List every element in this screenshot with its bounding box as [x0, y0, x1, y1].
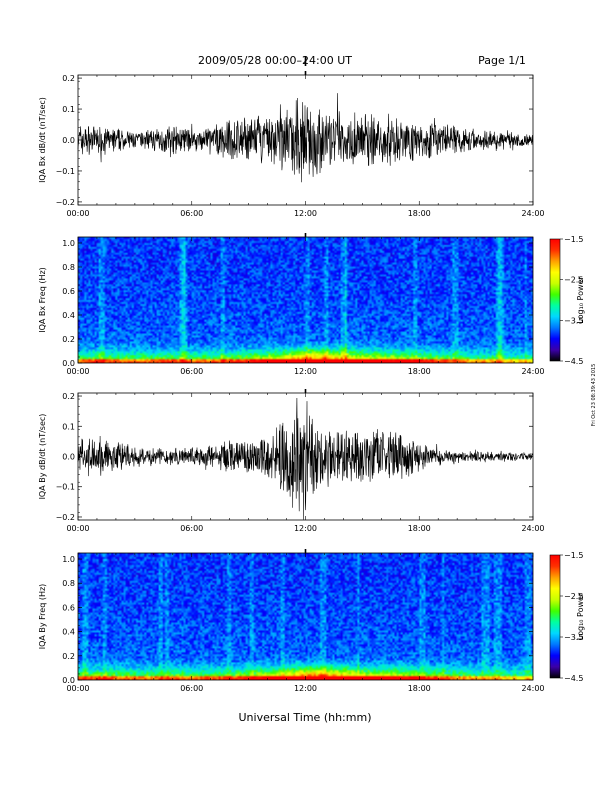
y-tick-label: 0.4 — [62, 628, 75, 637]
panel-stack: −0.2 −0.1 0.0 0.1 0.2 00:00 06:00 12:00 18:00 24:… — [38, 56, 585, 693]
y-tick-label: 0.0 — [62, 676, 75, 685]
x-tick-label: 18:00 — [408, 209, 431, 218]
y-tick-label: 0.6 — [62, 287, 75, 296]
page-number: Page 1/1 — [478, 54, 526, 67]
y-tick-label: −0.2 — [56, 513, 75, 522]
spectrogram-image — [78, 553, 533, 680]
y-tick-label: 0.4 — [62, 311, 75, 320]
y-axis-title: IQA By Freq (Hz) — [38, 584, 47, 650]
colorbar-tick-label: −1.5 — [564, 551, 583, 560]
x-tick-label: 06:00 — [180, 209, 203, 218]
colorbar-tick-label: −2.5 — [564, 276, 583, 285]
colorbar-tick-label: −3.5 — [564, 316, 583, 325]
x-tick-label: 24:00 — [521, 684, 544, 693]
y-tick-label: −0.2 — [56, 198, 75, 207]
spectrogram-image — [78, 237, 533, 363]
colorbar-tick-label: −1.5 — [564, 235, 583, 244]
x-tick-label: 12:00 — [294, 524, 317, 533]
x-tick-label: 00:00 — [66, 524, 89, 533]
colorbar-label: Log₁₀ Power — [576, 592, 585, 640]
y-tick-label: 1.0 — [62, 239, 75, 248]
panel-1: −0.2 −0.1 0.0 0.1 0.2 00:00 06:00 12:00 18:00 24:… — [38, 74, 545, 218]
x-tick-label: 24:00 — [521, 524, 544, 533]
x-tick-label: 06:00 — [180, 524, 203, 533]
y-tick-label: −0.1 — [56, 483, 75, 492]
x-tick-label: 00:00 — [66, 209, 89, 218]
y-tick-label: 0.0 — [62, 453, 75, 462]
x-tick-label: 00:00 — [66, 367, 89, 376]
x-tick-label: 12:00 — [294, 367, 317, 376]
x-tick-label: 00:00 — [66, 684, 89, 693]
waveform-trace — [77, 93, 534, 183]
colorbar-tick-label: −3.5 — [564, 633, 583, 642]
x-tick-label: 18:00 — [408, 524, 431, 533]
y-tick-label: 0.6 — [62, 603, 75, 612]
panel-4: −1.5 −2.5 −3.5 −4.5 Log₁₀ Power 0.0 0.2 0.4 0.6 0… — [38, 551, 585, 693]
y-tick-label: 1.0 — [62, 555, 75, 564]
x-tick-label: 12:00 — [294, 684, 317, 693]
x-tick-label: 06:00 — [180, 367, 203, 376]
y-axis-title: IQA Bx Freq (Hz) — [38, 267, 47, 333]
y-tick-label: 0.1 — [62, 422, 75, 431]
colorbar-tick-label: −4.5 — [564, 674, 583, 683]
report-title: 2009/05/28 00:00–24:00 UT — [198, 54, 352, 67]
colorbar-label: Log₁₀ Power — [576, 276, 585, 324]
print-timestamp: Fri Oct 23 08:39:43 2015 — [591, 364, 597, 427]
x-axis-title: Universal Time (hh:mm) — [239, 711, 372, 724]
waveform-trace — [77, 397, 534, 520]
y-tick-label: 0.8 — [62, 579, 75, 588]
x-tick-label: 24:00 — [521, 209, 544, 218]
y-tick-label: 0.2 — [62, 335, 75, 344]
x-tick-label: 12:00 — [294, 209, 317, 218]
y-tick-label: 0.2 — [62, 74, 75, 83]
x-tick-label: 18:00 — [408, 684, 431, 693]
colorbar — [549, 238, 561, 362]
y-tick-label: 0.2 — [62, 652, 75, 661]
y-axis-title: IQA Bx dB/dt (nT/sec) — [38, 97, 47, 183]
x-tick-label: 24:00 — [521, 367, 544, 376]
y-axis-title: IQA By dB/dt (nT/sec) — [38, 414, 47, 500]
y-tick-label: 0.1 — [62, 105, 75, 114]
x-tick-label: 18:00 — [408, 367, 431, 376]
colorbar — [549, 554, 561, 679]
y-tick-label: 0.2 — [62, 392, 75, 401]
y-tick-label: 0.0 — [62, 136, 75, 145]
colorbar-tick-label: −2.5 — [564, 592, 583, 601]
y-tick-label: −0.1 — [56, 167, 75, 176]
y-tick-label: 0.8 — [62, 263, 75, 272]
panel-3: −0.2 −0.1 0.0 0.1 0.2 00:00 06:00 12:00 18:00 24:… — [38, 392, 545, 533]
panel-2: −1.5 −2.5 −3.5 −4.5 Log₁₀ Power 0.0 0.2 0.4 0.6 0… — [38, 235, 585, 376]
x-tick-label: 06:00 — [180, 684, 203, 693]
y-tick-label: 0.0 — [62, 359, 75, 368]
colorbar-tick-label: −4.5 — [564, 357, 583, 366]
